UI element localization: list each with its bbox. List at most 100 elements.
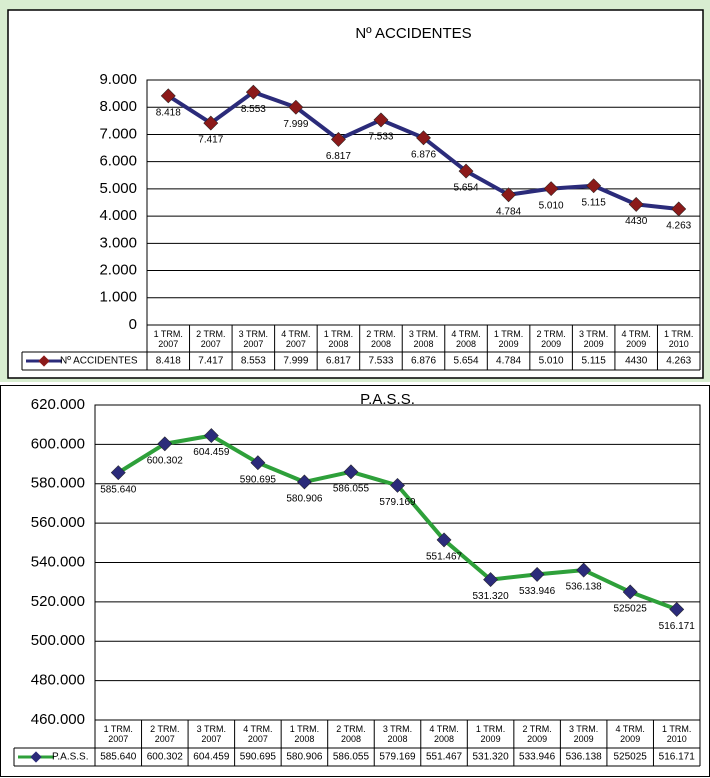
- data-label: 4.784: [496, 206, 521, 217]
- marker: [203, 115, 219, 131]
- plot-area: [94, 404, 701, 721]
- table-value: 4.263: [666, 356, 691, 367]
- x-tick-label-box: 2 TRM. 2008: [366, 328, 396, 349]
- x-tick-label: 4 TRM. 2009: [615, 724, 645, 744]
- y-tick-label: 520.000: [31, 593, 85, 610]
- y-tick-label: 540.000: [31, 553, 85, 570]
- x-tick-label-box: 3 TRM. 2009: [579, 329, 608, 349]
- data-label: 6.817: [326, 151, 351, 162]
- table-value: 516.171: [659, 752, 696, 763]
- x-tick-label-box: 2 TRM. 2009: [522, 724, 552, 744]
- marker: [157, 436, 173, 452]
- data-label: 8.553: [241, 104, 266, 115]
- x-tick-label-box: 2 TRM. 2008: [336, 724, 365, 744]
- legend-label: P.A.S.S.: [52, 752, 89, 763]
- marker: [458, 163, 474, 179]
- table-value: 590.695: [240, 752, 277, 763]
- table-value: 6.817: [326, 356, 351, 367]
- data-label: 604.459: [193, 447, 230, 458]
- y-tick-label: 600.000: [31, 435, 85, 452]
- marker: [483, 572, 499, 588]
- table-value: 525025: [614, 752, 648, 763]
- data-label: 525025: [614, 604, 648, 615]
- data-label: 6.876: [411, 149, 436, 160]
- x-tick-label: 4 TRM. 2008: [429, 724, 459, 744]
- x-tick-label: 1 TRM. 2009: [475, 724, 506, 744]
- data-label: 8.418: [156, 107, 181, 118]
- x-tick-label: 1 TRM. 2009: [493, 328, 524, 349]
- marker: [330, 132, 346, 147]
- chart-title: P.A.S.S.: [360, 391, 415, 408]
- x-tick-label-box: 4 TRM. 2008: [429, 724, 459, 744]
- x-tick-label: 3 TRM. 2007: [196, 724, 226, 744]
- table-value: 579.169: [379, 752, 416, 763]
- marker: [436, 532, 452, 548]
- x-tick-label-box: 3 TRM. 2007: [239, 329, 268, 349]
- marker: [543, 181, 559, 197]
- marker: [110, 465, 126, 481]
- legend-marker: [38, 355, 50, 367]
- x-tick-label: 2 TRM. 2007: [150, 724, 180, 744]
- plot-area: [146, 79, 701, 326]
- marker: [501, 187, 517, 203]
- y-tick-label: 9.000: [99, 71, 137, 88]
- data-label: 516.171: [659, 621, 696, 632]
- table-value: 531.320: [472, 752, 509, 763]
- y-tick-label: 1.000: [99, 289, 137, 306]
- x-tick-label: 3 TRM. 2008: [382, 724, 413, 744]
- x-tick-label-box: 4 TRM. 2009: [615, 724, 645, 744]
- x-tick-label-box: 1 TRM. 2007: [154, 329, 183, 349]
- table-value: 580.906: [286, 752, 323, 763]
- marker: [296, 474, 312, 490]
- data-label: 536.138: [566, 582, 603, 593]
- table-value: 4430: [625, 356, 648, 367]
- y-tick-label: 2.000: [99, 262, 137, 279]
- marker: [622, 584, 638, 600]
- marker: [343, 464, 359, 480]
- table-value: 7.533: [368, 356, 393, 367]
- marker: [416, 130, 431, 146]
- data-label: 5.654: [454, 183, 479, 194]
- table-value: 551.467: [426, 752, 463, 763]
- table-value: 585.640: [100, 752, 137, 763]
- x-tick-label: 1 TRM. 2010: [662, 724, 692, 744]
- x-tick-label-box: 4 TRM. 2007: [281, 329, 310, 349]
- y-tick-label: 3.000: [99, 234, 137, 251]
- data-label: 4430: [625, 216, 648, 227]
- x-tick-label-box: 1 TRM. 2009: [493, 328, 524, 349]
- data-label: 551.467: [426, 552, 463, 563]
- table-value: 7.417: [198, 356, 223, 367]
- table-value: 8.418: [156, 356, 181, 367]
- data-label: 5.115: [582, 197, 607, 208]
- y-tick-label: 5.000: [99, 180, 137, 197]
- x-tick-label: 1 TRM. 2010: [664, 328, 694, 349]
- x-tick-label-box: 3 TRM. 2007: [196, 724, 226, 744]
- table-value: 536.138: [566, 752, 603, 763]
- marker: [576, 562, 592, 578]
- table-value: 6.876: [411, 356, 436, 367]
- y-tick-label: 620.000: [31, 396, 85, 413]
- x-tick-label: 2 TRM. 2009: [522, 724, 552, 744]
- x-tick-label-box: 2 TRM. 2007: [196, 329, 225, 349]
- marker: [373, 112, 389, 128]
- marker: [628, 196, 644, 212]
- table-value: 604.459: [193, 752, 230, 763]
- y-tick-label: 500.000: [31, 632, 85, 649]
- marker: [160, 88, 176, 104]
- table-value: 5.654: [454, 356, 479, 367]
- x-tick-label-box: 3 TRM. 2009: [569, 724, 598, 744]
- y-tick-label: 8.000: [99, 98, 137, 115]
- x-tick-label-box: 1 TRM. 2007: [103, 724, 133, 744]
- x-tick-label-box: 3 TRM. 2008: [409, 329, 438, 349]
- data-label: 585.640: [100, 484, 137, 495]
- y-tick-label: 6.000: [99, 153, 137, 170]
- x-tick-label: 2 TRM. 2008: [366, 328, 396, 349]
- x-tick-label: 1 TRM. 2007: [103, 724, 133, 744]
- marker: [203, 428, 219, 444]
- x-tick-label: 1 TRM. 2008: [289, 724, 320, 744]
- x-tick-label-box: 4 TRM. 2008: [451, 329, 480, 349]
- data-label: 4.263: [666, 221, 691, 232]
- x-tick-label-box: 1 TRM. 2010: [662, 724, 692, 744]
- y-tick-label: 4.000: [99, 207, 137, 224]
- x-tick-label-box: 3 TRM. 2008: [382, 724, 413, 744]
